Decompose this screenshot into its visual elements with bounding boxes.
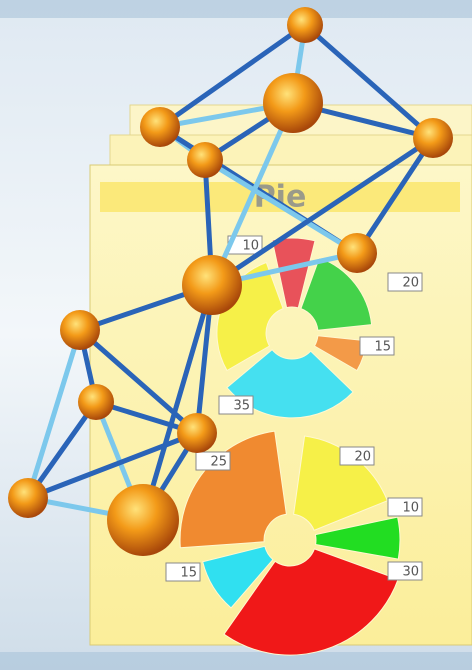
network-edge bbox=[25, 327, 83, 501]
network-edge bbox=[209, 100, 296, 288]
network-node bbox=[187, 142, 223, 178]
pie-label: 15 bbox=[374, 340, 391, 355]
network-edge bbox=[354, 135, 436, 256]
label-box bbox=[387, 561, 423, 581]
network-edge bbox=[209, 135, 436, 288]
network-edge bbox=[157, 22, 308, 130]
network-edge bbox=[25, 430, 200, 501]
network-edge bbox=[202, 157, 360, 256]
network-node bbox=[287, 7, 323, 43]
pie-label: 10 bbox=[402, 501, 419, 516]
label-box bbox=[387, 497, 423, 517]
network-node bbox=[337, 233, 377, 273]
top-band bbox=[0, 0, 472, 18]
pie-wedge bbox=[300, 257, 373, 331]
network-node bbox=[182, 255, 242, 315]
network-node bbox=[413, 118, 453, 158]
label-box bbox=[218, 395, 254, 415]
pie-wedge bbox=[314, 516, 401, 560]
network-edge bbox=[77, 327, 200, 436]
bottom-band bbox=[0, 652, 472, 670]
label-box bbox=[339, 446, 375, 466]
network-node bbox=[107, 484, 179, 556]
pie-label: 20 bbox=[354, 450, 371, 465]
network bbox=[8, 7, 453, 556]
network-node bbox=[60, 310, 100, 350]
pie-label: 20 bbox=[402, 276, 419, 291]
label-box bbox=[387, 272, 423, 292]
pies: 10 20 15 35 25 20 10 30 15 bbox=[165, 235, 423, 656]
label-box bbox=[359, 336, 395, 356]
pie-label: 30 bbox=[402, 565, 419, 580]
pie-label: 15 bbox=[180, 566, 197, 581]
pie-wedge bbox=[223, 548, 399, 656]
pie-label: 25 bbox=[210, 455, 227, 470]
network-edge bbox=[140, 282, 215, 523]
network-node bbox=[140, 107, 180, 147]
pie-label: 35 bbox=[233, 399, 250, 414]
pie-wedge bbox=[202, 545, 274, 609]
network-node bbox=[263, 73, 323, 133]
pie-label: 10 bbox=[242, 239, 259, 254]
network-edge bbox=[302, 22, 436, 141]
label-box bbox=[165, 562, 201, 582]
network-node bbox=[78, 384, 114, 420]
label-box bbox=[195, 451, 231, 471]
pie-wedge bbox=[293, 435, 389, 531]
network-node bbox=[177, 413, 217, 453]
pie-wedge bbox=[179, 430, 287, 549]
network-node bbox=[8, 478, 48, 518]
